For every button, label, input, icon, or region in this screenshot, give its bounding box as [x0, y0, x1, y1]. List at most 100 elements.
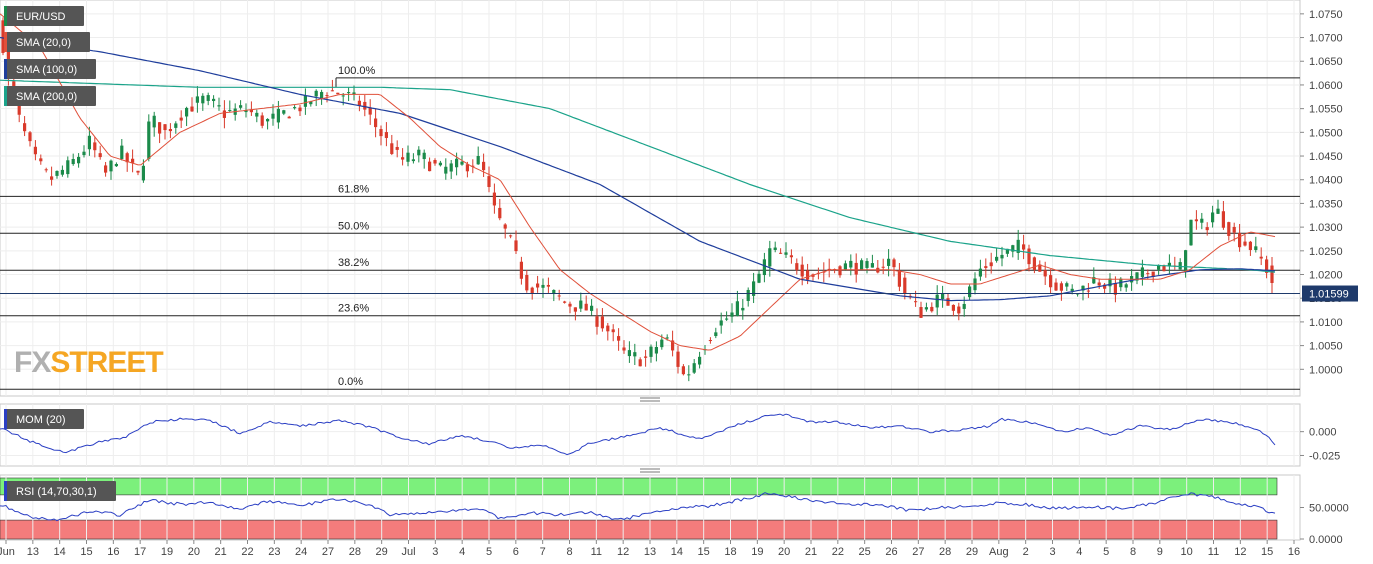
candle-body: [1270, 265, 1274, 283]
candle-body: [1184, 250, 1188, 272]
candle-body: [881, 266, 885, 268]
x-tick-label: 19: [751, 546, 763, 558]
candle-body: [1022, 244, 1026, 250]
y-tick-label: 1.0700: [1309, 33, 1343, 45]
candle-body: [476, 156, 480, 165]
candle-body: [411, 159, 415, 162]
candle-body: [590, 305, 594, 311]
candle-body: [849, 260, 853, 268]
candle-body: [406, 152, 410, 162]
legend-sma200[interactable]: SMA (200,0): [4, 86, 96, 106]
legend-sma100[interactable]: SMA (100,0): [4, 59, 96, 79]
candle-body: [1049, 275, 1053, 288]
candle-body: [1243, 241, 1247, 246]
candle-body: [1200, 218, 1204, 223]
candle-body: [1092, 277, 1096, 284]
candle-body: [860, 260, 864, 270]
x-tick-label: 4: [1076, 546, 1082, 558]
candle-body: [422, 152, 426, 160]
candle-body: [276, 108, 280, 123]
candle-body: [444, 166, 448, 174]
candle-body: [163, 124, 167, 131]
candle-body: [239, 105, 243, 108]
legend-symbol[interactable]: EUR/USD: [4, 6, 84, 26]
candle-body: [1054, 282, 1058, 291]
price-y-axis: 1.0750 1.0700 1.0650 1.0600 1.0550 1.0500 1.04…: [1300, 9, 1343, 376]
candle-body: [725, 318, 729, 320]
candle-body: [147, 121, 151, 159]
candle-body: [957, 306, 961, 314]
candle-body: [260, 115, 264, 126]
x-tick-label: 13: [27, 546, 39, 558]
y-tick-label: 1.0400: [1309, 175, 1343, 187]
candle-body: [1081, 285, 1085, 291]
candle-body: [1194, 219, 1198, 222]
legend-mom[interactable]: MOM (20): [4, 409, 84, 429]
candle-body: [1, 20, 5, 53]
candle-body: [498, 207, 502, 219]
candle-body: [114, 163, 118, 167]
candle-body: [287, 116, 291, 119]
candle-body: [698, 356, 702, 365]
candle-body: [692, 363, 696, 373]
candle-body: [357, 100, 361, 107]
legend-rsi-label: RSI (14,70,30,1): [16, 486, 97, 498]
x-tick-label: 9: [1157, 546, 1163, 558]
candle-body: [611, 329, 615, 333]
panel-splitter-2[interactable]: [640, 468, 660, 473]
candle-body: [98, 153, 102, 158]
x-tick-label: 22: [832, 546, 844, 558]
x-tick-label: 27: [912, 546, 924, 558]
candle-body: [941, 292, 945, 299]
price-panel: 100.0%61.8%50.0%38.2%23.6%0.0% 1.07501.0…: [0, 0, 1358, 397]
candle-body: [665, 337, 669, 339]
candle-body: [109, 160, 113, 172]
y-tick-label: 1.0450: [1309, 151, 1343, 163]
fib-label: 61.8%: [338, 183, 369, 195]
candle-body: [217, 105, 221, 107]
candle-body: [984, 266, 988, 268]
x-tick-label: 28: [349, 546, 361, 558]
candle-body: [800, 264, 804, 277]
candle-body: [730, 312, 734, 317]
legend-sma20[interactable]: SMA (20,0): [4, 32, 90, 52]
candle-body: [384, 132, 388, 138]
candle-body: [627, 350, 631, 357]
fib-label: 23.6%: [338, 303, 369, 315]
candle-body: [314, 90, 318, 97]
candle-body: [363, 101, 367, 110]
candle-body: [995, 256, 999, 261]
candle-body: [600, 316, 604, 329]
candle-body: [71, 158, 75, 165]
candle-body: [789, 255, 793, 258]
candle-body: [195, 96, 199, 103]
candle-body: [449, 163, 453, 172]
candle-body: [395, 146, 399, 150]
rsi-line: [0, 492, 1276, 522]
legend-rsi[interactable]: RSI (14,70,30,1): [4, 481, 116, 501]
candle-body: [892, 259, 896, 268]
candle-body: [919, 307, 923, 318]
candle-body: [228, 110, 232, 112]
candle-body: [374, 118, 378, 128]
x-tick-label: 16: [107, 546, 119, 558]
candle-body: [633, 352, 637, 357]
candle-body: [870, 263, 874, 268]
candle-body: [460, 161, 464, 165]
rsi-oversold-band: [0, 519, 1278, 540]
panel-splitter-1[interactable]: [640, 397, 660, 402]
candle-body: [865, 261, 869, 268]
candle-body: [1124, 284, 1128, 288]
candle-body: [978, 268, 982, 277]
candle-body: [39, 158, 43, 162]
candle-body: [417, 149, 421, 156]
candle-body: [1065, 283, 1069, 287]
candle-body: [487, 176, 491, 187]
x-tick-label: 8: [1130, 546, 1136, 558]
candle-body: [649, 346, 653, 357]
candle-body: [158, 122, 162, 134]
candle-body: [336, 92, 340, 95]
x-tick-label: 29: [966, 546, 978, 558]
candle-body: [752, 281, 756, 296]
candle-body: [989, 262, 993, 267]
